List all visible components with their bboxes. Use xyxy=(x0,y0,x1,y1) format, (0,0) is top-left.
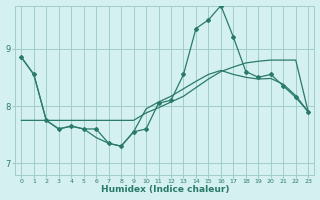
X-axis label: Humidex (Indice chaleur): Humidex (Indice chaleur) xyxy=(100,185,229,194)
